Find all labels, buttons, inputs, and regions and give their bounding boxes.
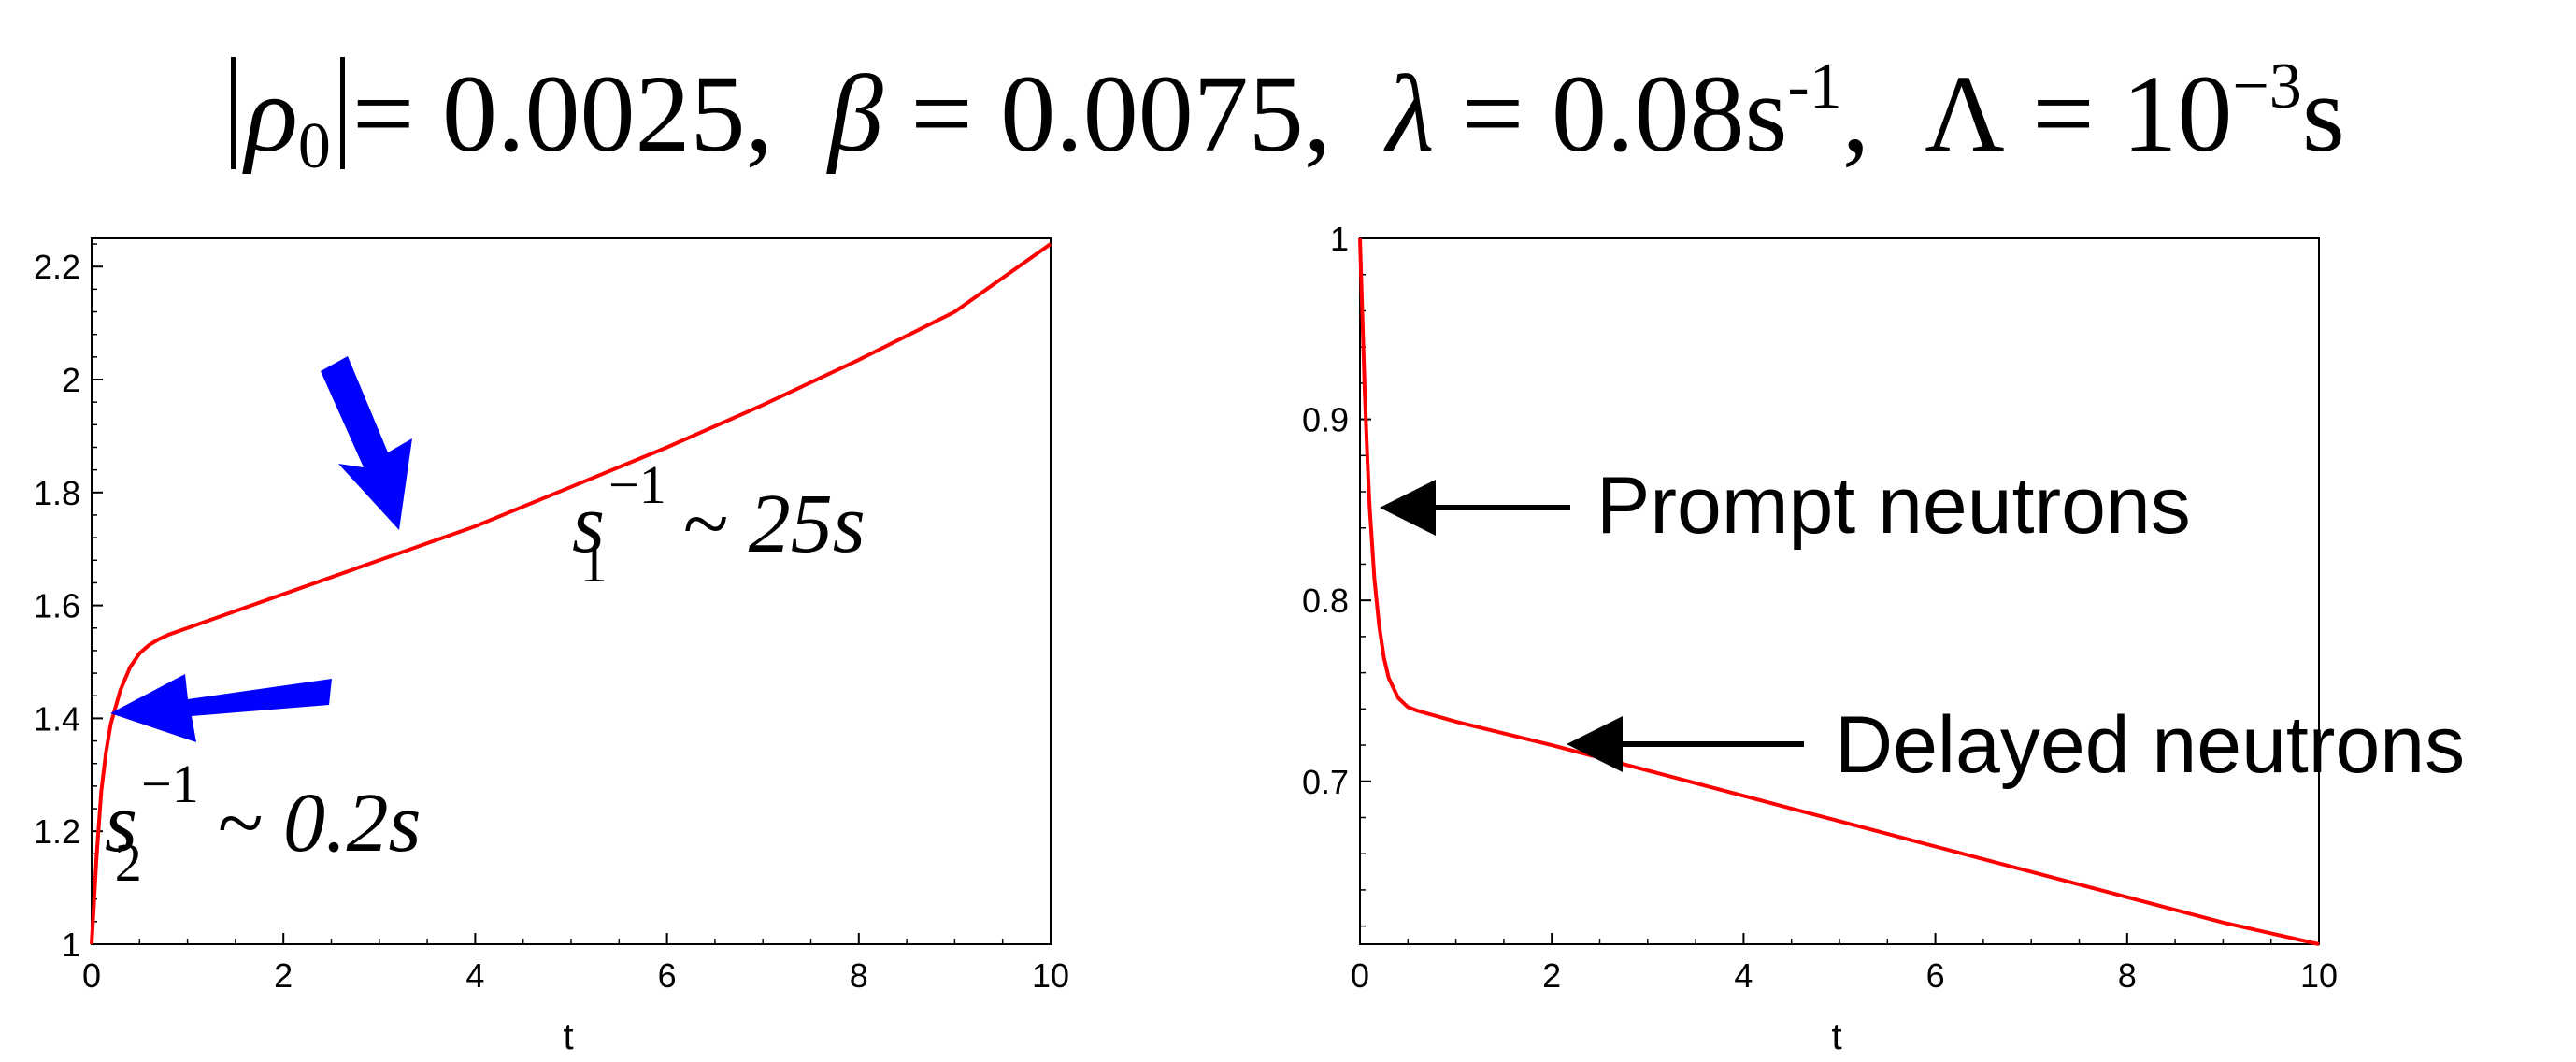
left-y-tick-label: 2 [62,361,80,399]
right-x-tick-label: 0 [1351,956,1369,995]
s1-superscript: −1 [608,454,665,515]
s1-subscript: 1 [580,533,608,594]
left-y-tick-label: 1.8 [34,474,80,512]
s1-rest: ~ 25s [682,478,866,570]
delayed-neutrons-label: Delayed neutrons [1835,700,2465,790]
right-x-tick-label: 2 [1542,956,1561,995]
left-x-tick-label: 6 [658,956,677,995]
left-x-tick-label: 4 [465,956,484,995]
right-x-axis-title: t [1831,1016,1841,1057]
lambda-sep: , [1841,52,1870,175]
left-y-tick-label: 1.4 [34,699,80,738]
beta-value: = 0.0075, [910,52,1332,175]
Lambda-exponent: −3 [2232,50,2302,122]
s2-subscript: 2 [115,832,142,893]
s2-rest: ~ 0.2s [217,777,422,869]
right-x-tick-label: 10 [2300,956,2338,995]
right-y-tick-label: 0.7 [1302,763,1349,801]
rho-symbol: ρ [245,52,298,175]
beta-symbol: β [827,52,883,175]
left-y-tick-label: 1 [62,926,80,964]
rho-abs-close [339,57,345,169]
s1-annotation: s−1 1 ~ 25s [572,454,866,594]
Lambda-value: = 10 [2032,52,2233,175]
left-x-tick-label: 2 [274,956,293,995]
blue-arrow-icon-upper [321,356,412,530]
prompt-neutrons-label: Prompt neutrons [1596,461,2191,551]
lambda-exponent: -1 [1787,50,1842,122]
parameter-equation: ρ0 = 0.0025, β = 0.0075, λ = 0.08s-1, Λ =… [0,7,2576,182]
left-x-tick-label: 10 [1032,956,1069,995]
right-x-tick-label: 8 [2118,956,2137,995]
left-x-tick-label: 8 [850,956,868,995]
Lambda-unit: s [2301,52,2345,175]
left-y-tick-label: 1.6 [34,587,80,625]
lambda-value: = 0.08s [1461,52,1788,175]
rho-value: = 0.0025, [351,52,773,175]
s2-superscript: −1 [141,753,199,814]
right-chart: 0 2 4 6 8 10 0.7 0.8 0.9 1 t Prompt neutrons Dela… [1302,220,2465,1057]
right-x-tick-label: 4 [1734,956,1753,995]
right-x-tick-label: 6 [1926,956,1945,995]
right-y-tick-label: 1 [1330,220,1349,258]
left-x-axis-title: t [563,1016,573,1057]
right-data-line [1358,237,2320,946]
lambda-symbol: λ [1386,52,1435,175]
left-y-tick-label: 1.2 [34,812,80,851]
right-y-tick-label: 0.8 [1302,581,1349,620]
s1-base: s [572,478,605,570]
left-axis-ticks: 0 2 4 6 8 10 1 1.2 1.4 1.6 1.8 2 2.2 [34,243,1069,995]
right-plot-frame [1359,237,2320,945]
rho-subscript: 0 [297,110,331,182]
s2-annotation: s−1 2 ~ 0.2s [105,753,421,893]
Lambda-symbol: Λ [1925,52,2005,175]
s2-base: s [105,777,137,869]
left-y-tick-label: 2.2 [34,248,80,286]
rho-abs-open [231,57,236,169]
blue-arrow-icon-lower [110,674,332,742]
right-axis-ticks: 0 2 4 6 8 10 0.7 0.8 0.9 1 [1302,220,2338,995]
left-data-line [90,242,1052,945]
right-y-tick-label: 0.9 [1302,401,1349,439]
left-x-tick-label: 0 [82,956,101,995]
